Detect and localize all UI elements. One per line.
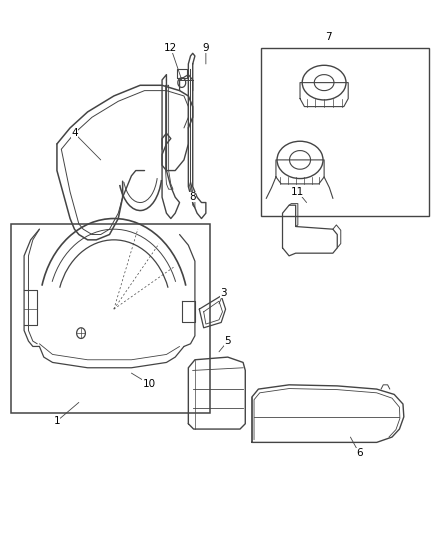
Text: 5: 5 bbox=[219, 336, 231, 352]
Text: 12: 12 bbox=[164, 43, 182, 80]
Bar bbox=[11, 224, 210, 413]
Text: 9: 9 bbox=[202, 43, 209, 64]
Text: 7: 7 bbox=[325, 33, 332, 42]
Text: 11: 11 bbox=[291, 187, 307, 203]
Text: 6: 6 bbox=[350, 437, 363, 458]
Text: 1: 1 bbox=[53, 402, 79, 426]
Text: 3: 3 bbox=[219, 288, 227, 304]
Text: 8: 8 bbox=[188, 181, 196, 202]
Text: 4: 4 bbox=[71, 128, 101, 160]
Bar bbox=[261, 48, 429, 216]
Text: 10: 10 bbox=[131, 373, 155, 389]
